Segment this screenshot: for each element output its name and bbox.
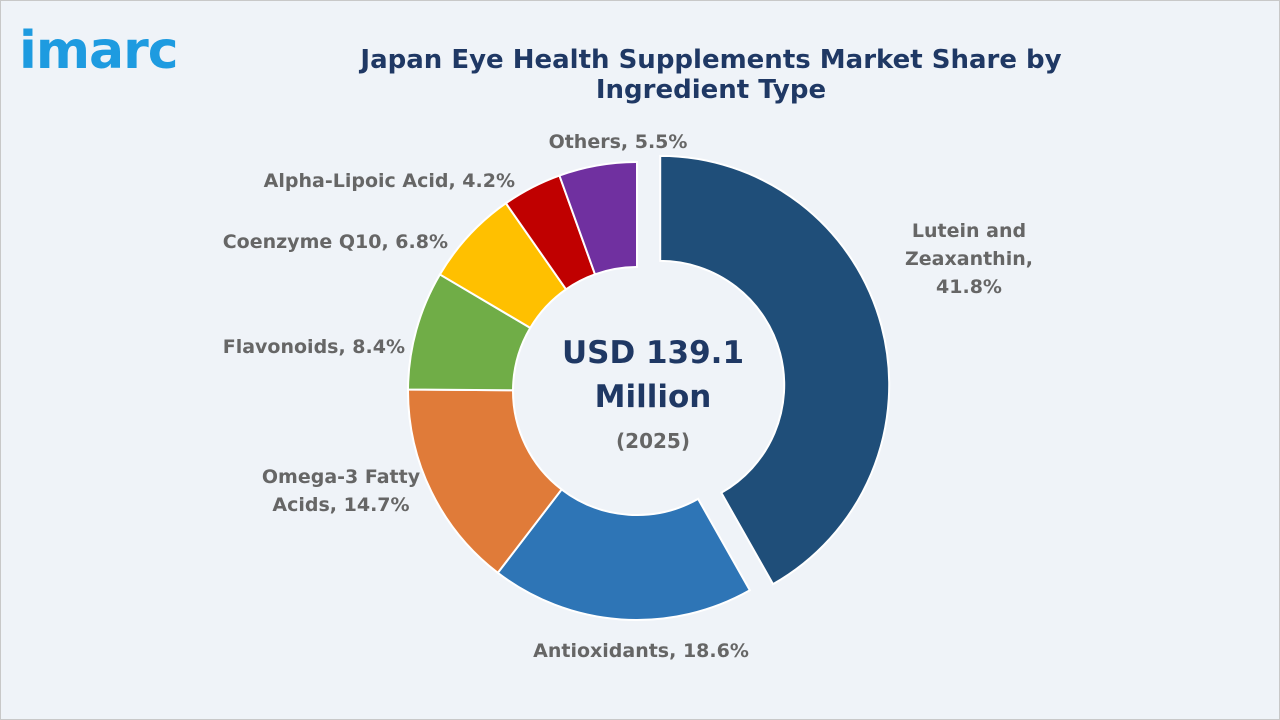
center-subtext: (2025) bbox=[616, 429, 690, 453]
data-label: Omega-3 Fatty Acids, 14.7% bbox=[261, 466, 421, 516]
center-text: USD 139.1 Million bbox=[561, 335, 745, 415]
data-label: Alpha-Lipoic Acid, 4.2% bbox=[263, 170, 515, 192]
slice bbox=[496, 488, 752, 621]
data-label: Antioxidants, 18.6% bbox=[533, 640, 749, 662]
data-label: Others, 5.5% bbox=[548, 131, 688, 153]
center-label: USD 139.1 Million (2025) bbox=[533, 331, 773, 453]
slice bbox=[558, 160, 638, 276]
data-label: Flavonoids, 8.4% bbox=[222, 336, 405, 358]
data-label: Coenzyme Q10, 6.8% bbox=[222, 231, 448, 253]
chart-title: Japan Eye Health Supplements Market Shar… bbox=[360, 45, 1062, 105]
logo: imarc bbox=[19, 21, 179, 81]
slice bbox=[659, 154, 891, 586]
data-label: Lutein and Zeaxanthin, 41.8% bbox=[905, 220, 1033, 298]
